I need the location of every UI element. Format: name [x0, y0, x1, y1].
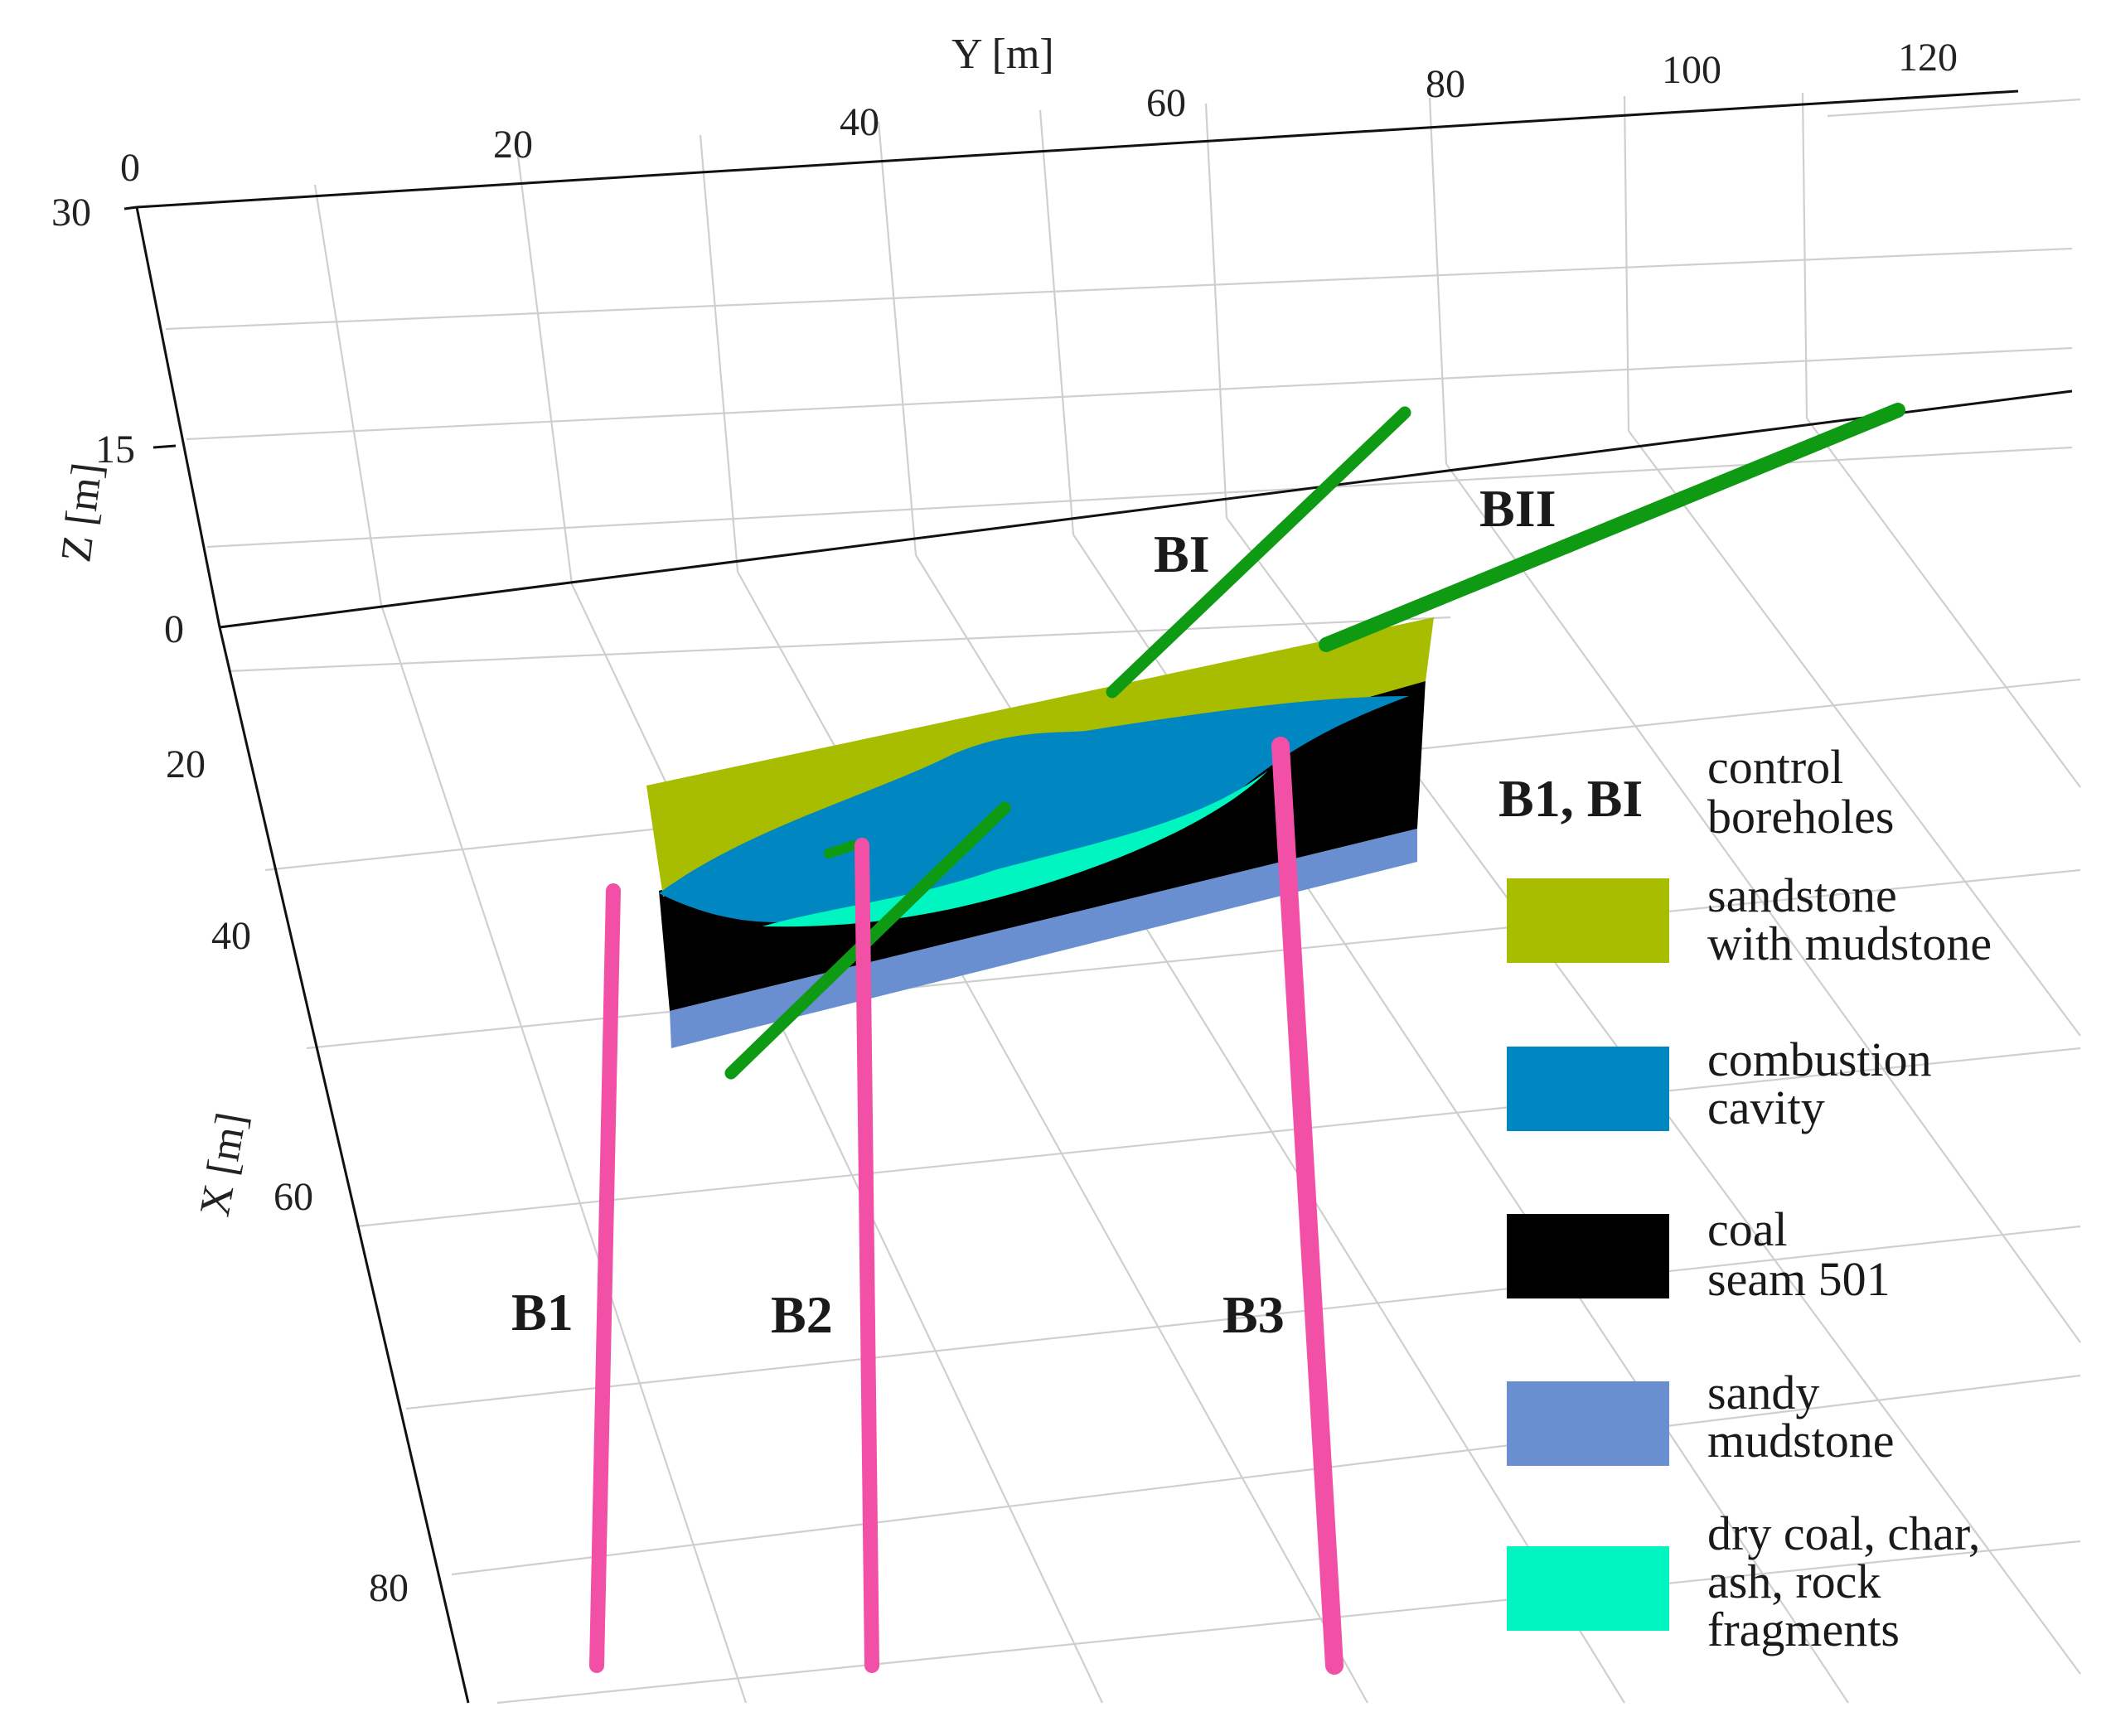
y-tick-100: 100 — [1662, 48, 1721, 92]
y-axis-top — [136, 89, 2019, 209]
legend-label-cavity-2: cavity — [1707, 1081, 1825, 1134]
legend-label-sandstone-1: sandstone — [1707, 868, 1897, 922]
borehole-bii — [1319, 403, 1905, 652]
geological-block — [646, 617, 1434, 1048]
y-tick-60: 60 — [1146, 81, 1186, 125]
borehole-labels: BI BII B1 B2 B3 — [511, 479, 1557, 1344]
borehole-b1 — [589, 883, 621, 1673]
label-bii: BII — [1479, 479, 1557, 538]
z-tick-30: 30 — [51, 191, 91, 235]
y-tick-0: 0 — [120, 146, 140, 190]
x-tick-80: 80 — [369, 1566, 409, 1610]
x-axis-ticks: 20 40 60 80 X [m] — [166, 742, 409, 1610]
label-b3: B3 — [1222, 1285, 1285, 1344]
y-axis-title: Y [m] — [951, 31, 1054, 78]
borehole-bi — [1106, 406, 1411, 699]
label-b1: B1 — [511, 1283, 574, 1342]
legend-label-sandstone-2: with mudstone — [1707, 916, 1992, 970]
y-tick-20: 20 — [493, 123, 533, 167]
legend-label-sandy-mudstone-1: sandy — [1707, 1366, 1819, 1419]
borehole-stub — [824, 840, 859, 858]
z-axis-title: Z [m] — [52, 461, 111, 565]
y-axis-zero — [219, 389, 2073, 629]
legend-swatch-coal — [1507, 1214, 1669, 1298]
legend: B1, BI control boreholes sandstone with … — [1498, 740, 1992, 1656]
legend-label-fragments-1: dry coal, char, — [1707, 1506, 1980, 1560]
y-tick-80: 80 — [1426, 62, 1465, 106]
z-axis-ticks: 30 15 0 Z [m] — [51, 191, 184, 651]
x-tick-60: 60 — [274, 1175, 313, 1219]
x-tick-40: 40 — [211, 914, 251, 958]
y-tick-40: 40 — [840, 100, 879, 144]
combustion-cavity — [659, 696, 1409, 922]
y-axis-ticks: 0 20 40 60 80 100 120 Y [m] — [120, 31, 1958, 190]
legend-borehole-desc-line1: control — [1707, 740, 1843, 794]
legend-swatch-sandstone — [1507, 878, 1669, 963]
axes — [123, 89, 2073, 1704]
borehole-b3 — [1271, 737, 1343, 1675]
legend-swatch-fragments — [1507, 1546, 1669, 1631]
legend-swatch-cavity — [1507, 1047, 1669, 1131]
legend-label-coal-1: coal — [1707, 1202, 1788, 1256]
z-tick-15: 15 — [95, 428, 135, 471]
x-axis-title: X [m] — [191, 1109, 256, 1220]
label-b2: B2 — [771, 1285, 833, 1344]
back-wall-grid — [135, 92, 2081, 628]
legend-label-fragments-3: fragments — [1707, 1603, 1900, 1656]
legend-swatch-sandy-mudstone — [1507, 1381, 1669, 1466]
x-tick-20: 20 — [166, 742, 206, 786]
x-axis — [218, 626, 470, 1704]
legend-label-fragments-2: ash, rock — [1707, 1555, 1881, 1608]
legend-borehole-key: B1, BI — [1498, 769, 1643, 828]
label-bi: BI — [1154, 525, 1210, 583]
z-tick-0: 0 — [164, 607, 184, 651]
legend-label-coal-2: seam 501 — [1707, 1252, 1891, 1306]
legend-label-cavity-1: combustion — [1707, 1032, 1932, 1086]
production-boreholes — [589, 737, 1343, 1675]
z-axis — [135, 206, 221, 628]
legend-borehole-desc-line2: boreholes — [1707, 790, 1895, 844]
legend-label-sandy-mudstone-2: mudstone — [1707, 1414, 1895, 1468]
y-tick-120: 120 — [1898, 36, 1958, 80]
borehole-b2 — [855, 838, 879, 1673]
